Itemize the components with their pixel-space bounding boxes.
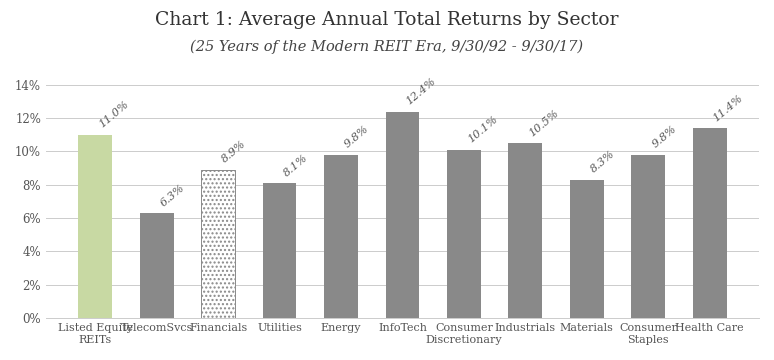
Bar xyxy=(570,180,604,318)
Bar xyxy=(201,170,235,318)
Text: 9.8%: 9.8% xyxy=(343,124,371,150)
Text: (25 Years of the Modern REIT Era, 9/30/92 - 9/30/17): (25 Years of the Modern REIT Era, 9/30/9… xyxy=(190,40,584,54)
Text: 11.4%: 11.4% xyxy=(711,93,745,123)
Text: 9.8%: 9.8% xyxy=(650,124,678,150)
Bar xyxy=(140,213,173,318)
Bar xyxy=(262,183,296,318)
Text: 8.3%: 8.3% xyxy=(589,149,617,175)
Bar xyxy=(447,150,481,318)
Text: Chart 1: Average Annual Total Returns by Sector: Chart 1: Average Annual Total Returns by… xyxy=(156,11,618,29)
Text: 6.3%: 6.3% xyxy=(159,182,187,208)
Text: 10.5%: 10.5% xyxy=(527,108,561,138)
Bar xyxy=(324,155,358,318)
Text: 10.1%: 10.1% xyxy=(466,114,499,145)
Bar xyxy=(632,155,665,318)
Text: 8.1%: 8.1% xyxy=(282,152,310,178)
Text: 12.4%: 12.4% xyxy=(404,76,438,107)
Bar xyxy=(78,135,112,318)
Text: 11.0%: 11.0% xyxy=(97,99,131,130)
Bar xyxy=(509,143,543,318)
Bar xyxy=(385,112,420,318)
Bar xyxy=(693,128,727,318)
Text: 8.9%: 8.9% xyxy=(220,139,248,165)
